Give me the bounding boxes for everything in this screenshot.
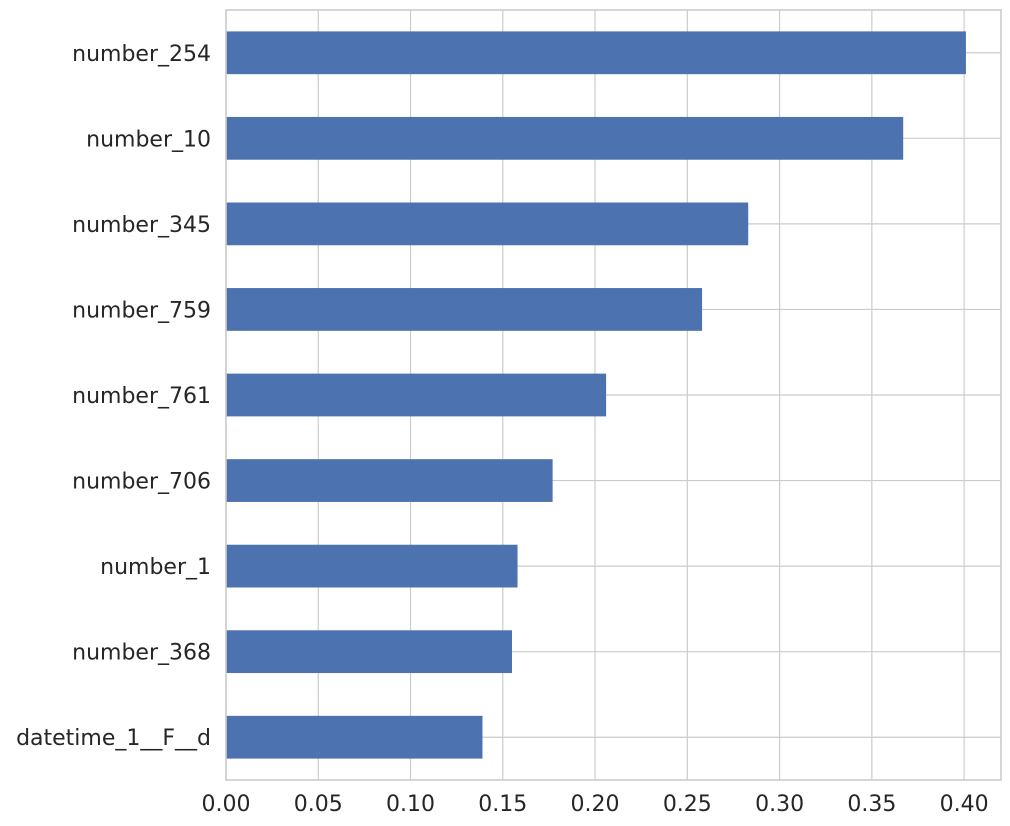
x-tick-label: 0.35	[847, 792, 896, 817]
bar-number_254	[226, 31, 966, 75]
x-tick-label: 0.10	[386, 792, 435, 817]
bar-number_368	[226, 630, 513, 674]
bar-number_761	[226, 373, 607, 417]
x-axis-labels: 0.00 0.05 0.10 0.15 0.20 0.25 0.30 0.35 0.40	[202, 792, 989, 817]
x-tick-label: 0.15	[478, 792, 527, 817]
bar-number_10	[226, 116, 904, 160]
y-tick-label: number_345	[72, 213, 211, 238]
x-tick-label: 0.20	[571, 792, 620, 817]
y-tick-label: number_761	[72, 384, 211, 409]
bar-number_345	[226, 202, 749, 246]
x-tick-label: 0.00	[202, 792, 251, 817]
y-tick-label: number_10	[86, 127, 211, 152]
y-axis-labels: number_254 number_10 number_345 number_759n…	[16, 42, 211, 751]
y-tick-label: number_1	[100, 555, 211, 580]
y-tick-label: number_706	[72, 470, 211, 495]
bar-number_759	[226, 288, 703, 331]
plot-frame	[225, 9, 1002, 781]
y-tick-label: number_368	[72, 641, 211, 666]
y-tick-label: number_759	[72, 298, 211, 323]
bars	[226, 31, 966, 759]
bar-number_1	[226, 544, 518, 588]
x-tick-label: 0.30	[755, 792, 804, 817]
y-tick-label: datetime_1__F__d	[16, 726, 211, 751]
x-tick-label: 0.40	[940, 792, 989, 817]
x-tick-label: 0.05	[294, 792, 343, 817]
bar-datetime_1__F__d	[226, 715, 483, 759]
bar-number_706	[226, 459, 553, 502]
y-tick-label: number_254	[72, 42, 211, 67]
x-tick-label: 0.25	[663, 792, 712, 817]
